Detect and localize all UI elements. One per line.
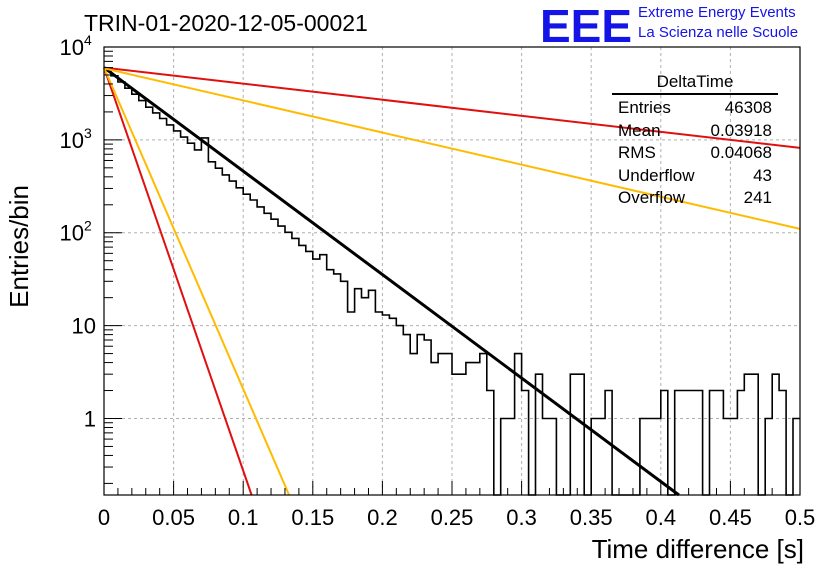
y-tick-exponent: 3 xyxy=(84,125,92,141)
stats-box: DeltaTime Entries 46308 Mean 0.03918 RMS… xyxy=(612,72,778,210)
x-tick-label: 0.2 xyxy=(367,505,398,530)
chart-title: TRIN-01-2020-12-05-00021 xyxy=(84,10,368,36)
fit-curve xyxy=(103,66,680,497)
x-tick-label: 0.25 xyxy=(431,505,474,530)
y-tick-exponent: 4 xyxy=(84,32,92,48)
x-tick-label: 0.1 xyxy=(228,505,259,530)
stats-title: DeltaTime xyxy=(612,72,778,95)
x-tick-label: 0.05 xyxy=(152,505,195,530)
y-tick-exponent: 2 xyxy=(84,218,92,234)
stats-row-entries: Entries 46308 xyxy=(612,97,778,120)
x-tick-label: 0 xyxy=(98,505,110,530)
axis-ticks xyxy=(103,46,801,495)
fit-curve xyxy=(103,67,291,496)
y-axis-label: Entries/bin xyxy=(4,185,34,308)
stats-row-overflow: Overflow 241 xyxy=(612,187,778,210)
x-tick-label: 0.15 xyxy=(291,505,334,530)
tick-labels: 0 0.05 0.1 0.15 0.2 0.25 0.3 0.35 0.4 0.45 0.5 1 10 1… xyxy=(60,32,816,530)
stats-value: 0.03918 xyxy=(710,120,772,140)
y-tick-label: 10 xyxy=(60,35,84,60)
stats-value: 46308 xyxy=(724,98,772,117)
x-tick-label: 0.45 xyxy=(709,505,752,530)
y-tick-label: 10 xyxy=(72,314,96,339)
stats-label: Overflow xyxy=(618,188,686,207)
stats-row-mean: Mean 0.03918 xyxy=(612,120,778,143)
x-tick-label: 0.35 xyxy=(570,505,613,530)
stats-label: Entries xyxy=(618,98,671,117)
stats-label: RMS xyxy=(618,143,656,162)
x-tick-label: 0.3 xyxy=(506,505,537,530)
logo-line-1: Extreme Energy Events xyxy=(638,4,796,21)
y-tick-label: 10 xyxy=(60,128,84,153)
eee-logo: EEE xyxy=(540,0,633,52)
stats-label: Underflow xyxy=(618,165,695,185)
y-tick-label: 10 xyxy=(60,221,84,246)
stats-label: Mean xyxy=(618,120,661,140)
stats-value: 0.04068 xyxy=(710,143,772,162)
y-tick-label: 1 xyxy=(84,406,96,431)
fit-curve xyxy=(103,67,801,230)
fit-curves xyxy=(103,66,801,497)
fit-curve xyxy=(103,67,253,496)
x-axis-label: Time difference [s] xyxy=(591,534,804,564)
fit-curve xyxy=(103,66,801,149)
logo-line-2: La Scienza nelle Scuole xyxy=(638,24,799,41)
x-tick-label: 0.4 xyxy=(646,505,677,530)
x-tick-label: 0.5 xyxy=(785,505,816,530)
stats-row-underflow: Underflow 43 xyxy=(612,165,778,188)
stats-value: 241 xyxy=(743,188,772,207)
stats-row-rms: RMS 0.04068 xyxy=(612,142,778,165)
stats-value: 43 xyxy=(753,165,772,185)
